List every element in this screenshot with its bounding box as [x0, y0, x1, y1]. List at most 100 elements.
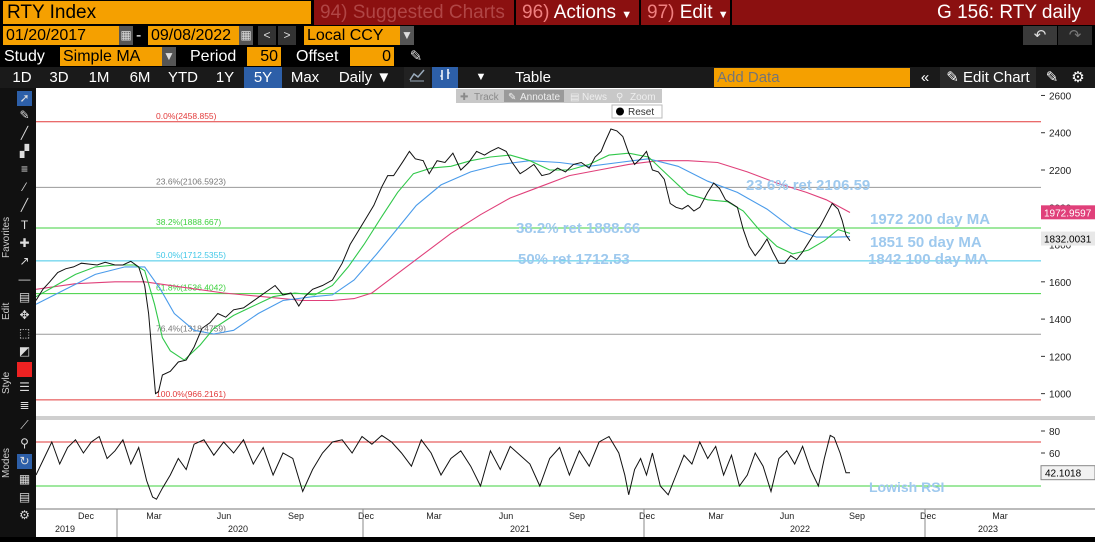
line-weight-icon[interactable]: ☰: [19, 380, 30, 394]
edit-chart-label: Edit Chart: [963, 69, 1030, 86]
crosshair-mode-icon[interactable]: ↻: [17, 454, 32, 469]
annotate-button[interactable]: ✎ Annotate: [508, 92, 560, 103]
start-date-input[interactable]: 01/20/2017: [3, 26, 119, 45]
currency-select[interactable]: Local CCY: [304, 26, 400, 45]
edit-label: Edit: [679, 2, 713, 23]
chevron-down-icon: ▼: [621, 9, 633, 21]
last-value-label: 1972.9597: [1044, 208, 1092, 219]
news-button[interactable]: ▤ News: [570, 92, 607, 103]
back-arrow-icon[interactable]: <: [258, 26, 276, 45]
eraser-icon[interactable]: ◩: [18, 344, 31, 358]
text-icon[interactable]: T: [20, 218, 29, 232]
rsi-annotation-label: Lowish RSI: [869, 479, 944, 495]
period-input[interactable]: 50: [247, 47, 281, 66]
chevron-down-icon[interactable]: ▼: [475, 71, 487, 83]
fib-level-label: 50.0%(1712.5355): [156, 250, 226, 260]
gear-icon[interactable]: ⚙: [19, 508, 30, 522]
add-data-input[interactable]: [714, 68, 910, 87]
zoom-button[interactable]: ⚲ Zoom: [616, 92, 656, 103]
period-5y-button[interactable]: 5Y: [244, 67, 282, 88]
chart-svg[interactable]: 1000120014001600180020002200240026000.0%…: [35, 88, 1095, 537]
period-1m-button[interactable]: 1M: [88, 69, 110, 86]
frequency-select[interactable]: Daily ▼: [338, 69, 392, 86]
ticker-field[interactable]: RTY Index: [3, 1, 311, 24]
bar-chart-icon[interactable]: [432, 67, 458, 88]
favorites-label: Favorites: [1, 216, 12, 258]
x-month-label: Dec: [358, 511, 375, 521]
rsi-last-value-label: 42.1018: [1045, 469, 1082, 480]
chevron-down-icon[interactable]: ▼: [162, 47, 176, 66]
track-button[interactable]: ✚ Track: [460, 92, 500, 103]
period-1d-button[interactable]: 1D: [12, 69, 32, 86]
period-ytd-button[interactable]: YTD: [168, 69, 198, 86]
news-label: News: [582, 92, 607, 103]
select-icon[interactable]: ⬚: [18, 326, 31, 340]
edit-menu-button[interactable]: 97) Edit ▼: [641, 0, 730, 25]
line-tool-icon[interactable]: ╱: [20, 126, 29, 140]
calendar-icon[interactable]: ▦: [119, 26, 133, 45]
y-tick-label: 1600: [1049, 278, 1072, 289]
forward-arrow-icon[interactable]: >: [278, 26, 296, 45]
zoom-icon[interactable]: ⚲: [20, 436, 29, 450]
period-6m-button[interactable]: 6M: [129, 69, 151, 86]
horizontal-line-icon[interactable]: —: [18, 272, 31, 286]
modes-label: Modes: [1, 447, 12, 478]
study-select[interactable]: Simple MA: [60, 47, 162, 66]
period-3d-button[interactable]: 3D: [49, 69, 69, 86]
edit-chart-button[interactable]: ✎ Edit Chart: [940, 67, 1036, 88]
line-style-icon[interactable]: ≣: [19, 398, 30, 412]
annotation-label: 38.2% ret 1888.66: [516, 220, 640, 237]
crosshair-icon[interactable]: ✚: [19, 236, 30, 250]
chart-title: G 156: RTY daily: [732, 0, 1095, 25]
pointer-icon[interactable]: ➚: [17, 91, 32, 106]
y-axis-background: [1041, 88, 1095, 537]
x-year-label: 2023: [978, 524, 998, 534]
ruler-icon[interactable]: ▞: [19, 144, 30, 158]
panel-divider[interactable]: [36, 416, 1095, 420]
actions-label: Actions: [553, 2, 617, 23]
fibonacci-icon[interactable]: ≡: [20, 162, 28, 176]
table-button[interactable]: Table: [515, 69, 551, 86]
chevron-down-icon: ▼: [717, 9, 729, 21]
x-year-label: 2022: [790, 524, 810, 534]
pencil-icon[interactable]: ✎: [409, 48, 423, 65]
y-tick-label: 2600: [1049, 91, 1072, 102]
x-month-label: Dec: [920, 511, 937, 521]
x-month-label: Sep: [288, 511, 304, 521]
end-date-input[interactable]: 09/08/2022: [148, 26, 239, 45]
arrow-icon[interactable]: ↗: [19, 254, 30, 268]
chevron-down-icon[interactable]: ▼: [400, 26, 414, 45]
period-1y-button[interactable]: 1Y: [215, 69, 235, 86]
edit-tools-label: Edit: [1, 302, 12, 320]
move-icon[interactable]: ✥: [19, 308, 30, 322]
chart-area[interactable]: 1000120014001600180020002200240026000.0%…: [35, 88, 1095, 542]
calendar-icon[interactable]: ▦: [239, 26, 253, 45]
table-mode-icon[interactable]: ▦: [18, 472, 31, 486]
suggested-charts-button[interactable]: 94) Suggested Charts: [314, 0, 514, 25]
reset-button[interactable]: Reset: [611, 104, 663, 119]
pen-icon[interactable]: ✎: [19, 108, 30, 122]
color-swatch-icon[interactable]: [17, 362, 32, 377]
rsi-y-tick-label: 60: [1049, 449, 1061, 460]
ruler-diagonal-icon[interactable]: ⟋: [20, 418, 29, 432]
collapse-icon[interactable]: «: [920, 69, 930, 86]
gear-icon[interactable]: ⚙: [1071, 69, 1085, 86]
price-line: [35, 128, 851, 395]
actions-menu-button[interactable]: 96) Actions ▼: [516, 0, 639, 25]
date-separator: -: [136, 27, 142, 44]
reset-label: Reset: [628, 107, 654, 118]
rsi-line: [35, 434, 850, 500]
fib-level-label: 0.0%(2458.855): [156, 111, 217, 121]
chart-settings-icon[interactable]: ✎: [1045, 69, 1059, 86]
redo-icon[interactable]: ↷: [1058, 26, 1092, 45]
offset-input[interactable]: 0: [350, 47, 394, 66]
layers-icon[interactable]: ▤: [18, 490, 31, 504]
ray-icon[interactable]: ⁄: [23, 180, 26, 194]
trendline-icon[interactable]: ╱: [20, 198, 29, 212]
undo-icon[interactable]: ↶: [1023, 26, 1057, 45]
period-max-button[interactable]: Max: [290, 69, 320, 86]
line-chart-icon[interactable]: [404, 67, 430, 88]
drawing-toolbar: Favorites Edit Style Modes ➚ ✎ ╱ ▞ ≡ ⁄ ╱…: [0, 88, 36, 537]
annotation-label: 23.6% ret 2106.59: [746, 177, 870, 194]
channel-icon[interactable]: ▤: [18, 290, 31, 304]
